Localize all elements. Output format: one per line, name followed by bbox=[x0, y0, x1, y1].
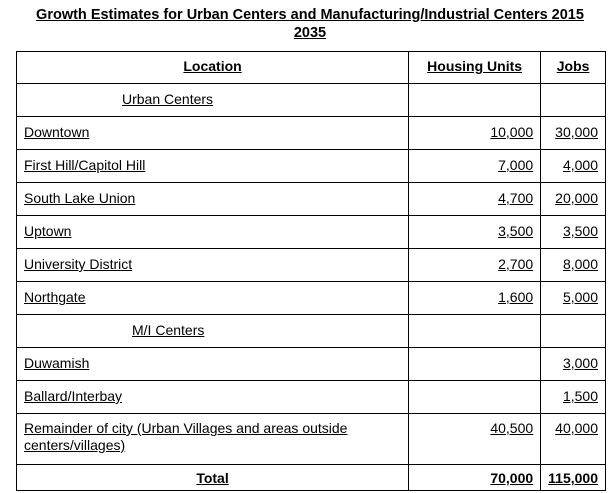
header-jobs: Jobs bbox=[540, 51, 606, 84]
table-row: Duwamish 3,000 bbox=[15, 347, 606, 381]
table-row: Remainder of city (Urban Villages and ar… bbox=[15, 413, 606, 465]
table-row: Uptown 3,500 3,500 bbox=[15, 215, 606, 249]
header-row: Location Housing Units Jobs bbox=[15, 51, 606, 84]
header-location: Location bbox=[15, 51, 410, 84]
table-row: Downtown 10,000 30,000 bbox=[15, 116, 606, 150]
growth-estimates-table: Location Housing Units Jobs Urban Center… bbox=[15, 51, 606, 491]
header-housing: Housing Units bbox=[408, 51, 542, 84]
table-row: First Hill/Capitol Hill 7,000 4,000 bbox=[15, 149, 606, 183]
section-row-urban: Urban Centers bbox=[15, 83, 606, 117]
total-row: Total 70,000 115,000 bbox=[15, 464, 606, 491]
section-row-mi: M/I Centers bbox=[15, 314, 606, 348]
table-row: South Lake Union 4,700 20,000 bbox=[15, 182, 606, 216]
table-row: Northgate 1,600 5,000 bbox=[15, 281, 606, 315]
section-label: M/I Centers bbox=[15, 314, 410, 348]
section-label: Urban Centers bbox=[15, 83, 410, 117]
table-row: University District 2,700 8,000 bbox=[15, 248, 606, 282]
table-row: Ballard/Interbay 1,500 bbox=[15, 380, 606, 414]
document-title: Growth Estimates for Urban Centers and M… bbox=[36, 7, 584, 41]
